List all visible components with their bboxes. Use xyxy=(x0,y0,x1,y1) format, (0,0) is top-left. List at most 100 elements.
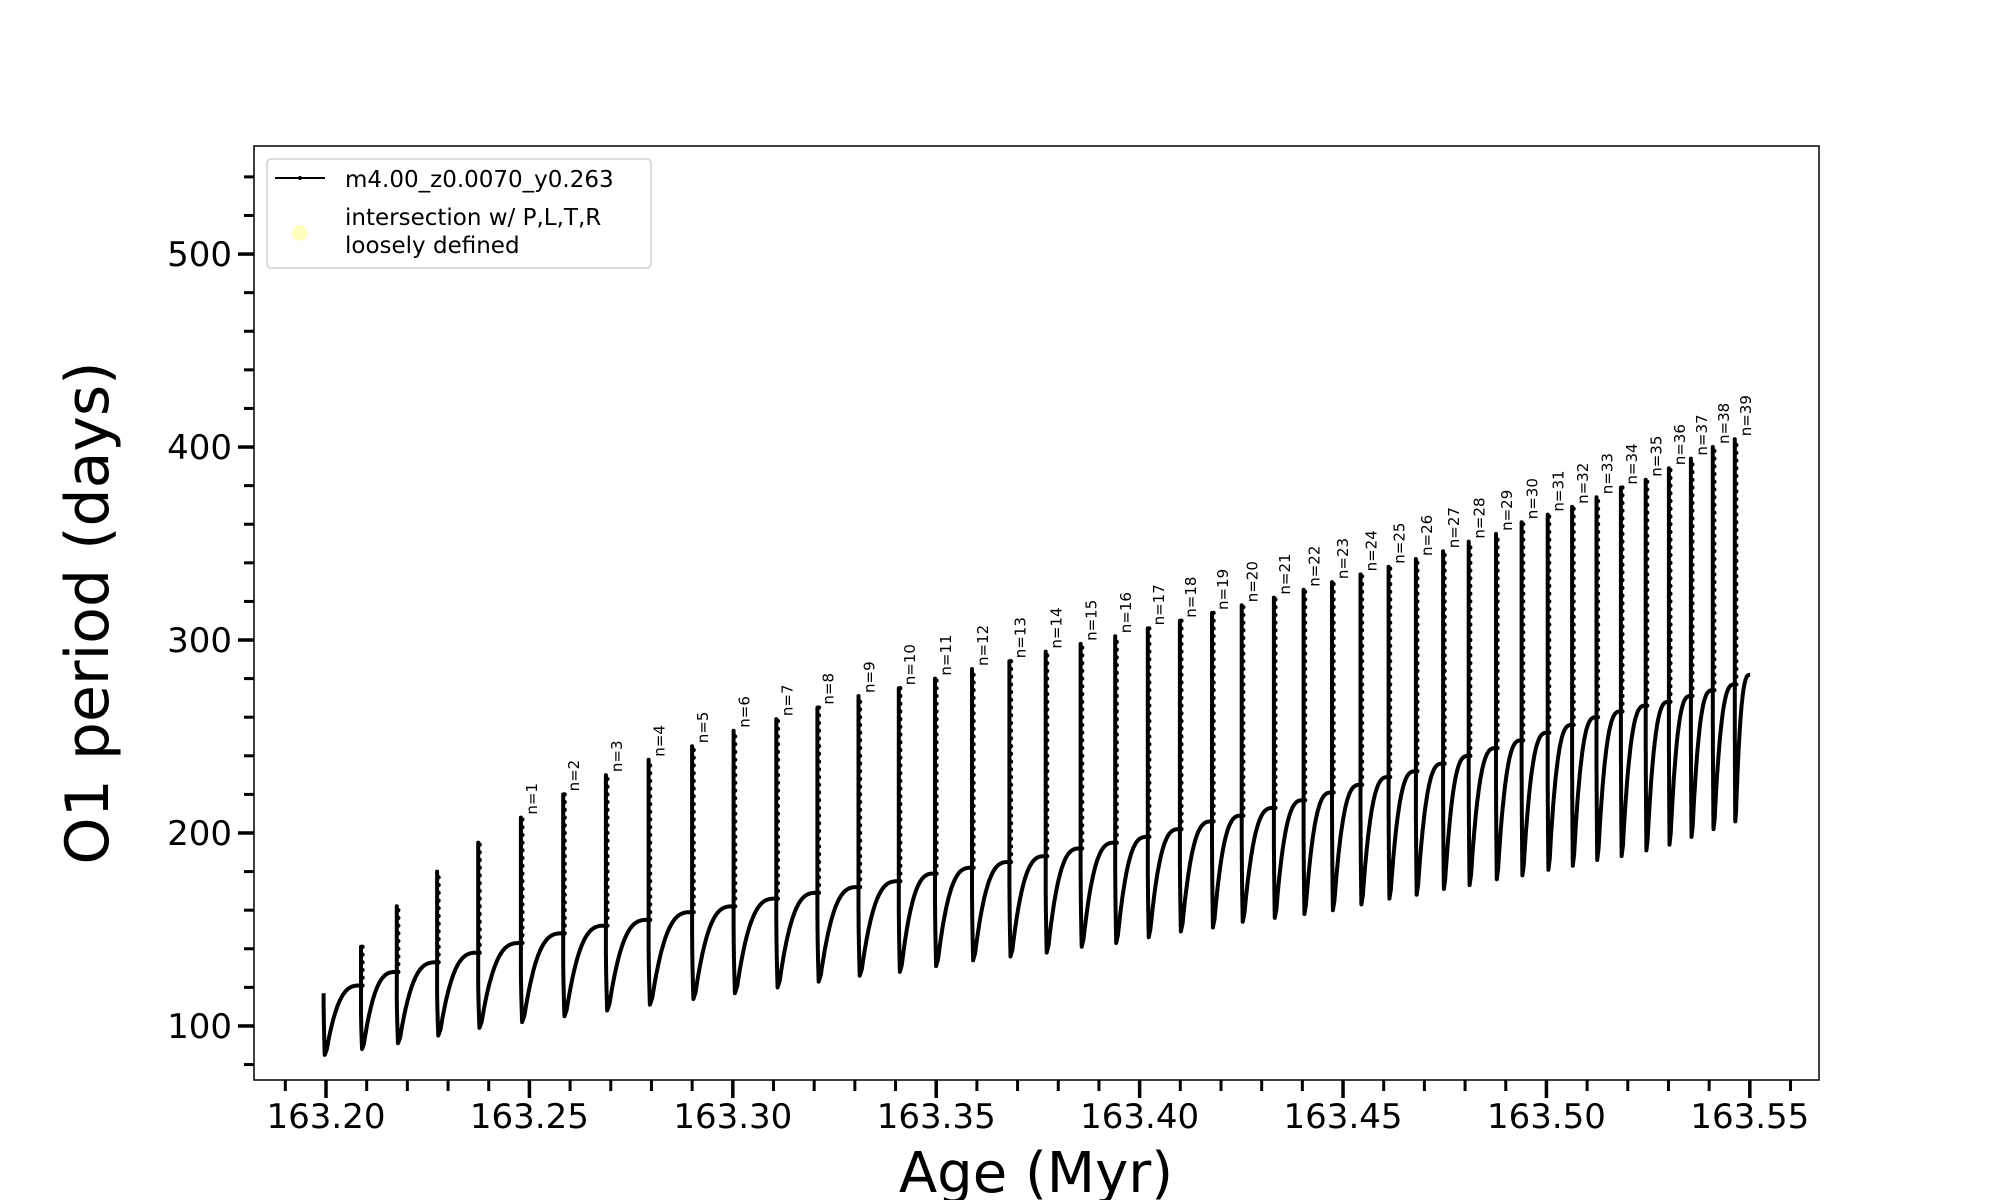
data-point xyxy=(1520,606,1526,612)
data-point xyxy=(934,840,939,845)
data-point xyxy=(1644,657,1650,662)
data-point xyxy=(857,784,863,789)
data-point xyxy=(1008,859,1014,865)
data-point xyxy=(1079,722,1085,728)
data-point xyxy=(1211,811,1216,816)
data-point xyxy=(1520,568,1526,573)
pulse-label: n=16 xyxy=(1117,592,1135,633)
data-point xyxy=(562,807,567,813)
data-point xyxy=(898,817,903,822)
data-point xyxy=(775,850,781,855)
data-point xyxy=(775,857,781,863)
data-point xyxy=(816,743,822,749)
data-point xyxy=(1114,701,1119,706)
data-point xyxy=(1273,597,1278,602)
data-point xyxy=(971,726,976,731)
data-point xyxy=(1546,606,1552,612)
data-point xyxy=(1571,637,1576,643)
data-point xyxy=(520,871,525,876)
data-point xyxy=(1620,539,1625,544)
data-point xyxy=(1008,836,1014,841)
data-point xyxy=(1331,713,1336,718)
data-point xyxy=(1359,682,1365,687)
data-point xyxy=(775,796,781,801)
data-point xyxy=(647,863,653,868)
data-point xyxy=(1179,811,1184,816)
data-point xyxy=(1008,782,1014,787)
data-point xyxy=(1331,774,1336,780)
data-point xyxy=(1668,514,1673,519)
data-point xyxy=(1668,691,1673,697)
data-point xyxy=(857,807,863,813)
data-point xyxy=(1644,587,1650,593)
data-point xyxy=(1331,743,1336,749)
data-point xyxy=(1620,508,1625,513)
data-point xyxy=(816,890,822,896)
data-point xyxy=(1179,772,1184,778)
data-point xyxy=(1546,637,1552,643)
data-point xyxy=(898,716,903,722)
data-point xyxy=(1668,467,1673,473)
pulse-label: n=21 xyxy=(1276,553,1294,594)
data-point xyxy=(775,888,781,894)
data-point xyxy=(1415,676,1420,681)
data-point xyxy=(1620,701,1625,706)
data-point xyxy=(1734,450,1739,456)
data-point xyxy=(1644,641,1650,647)
data-point xyxy=(1415,599,1420,604)
data-point xyxy=(1690,670,1695,676)
data-point xyxy=(477,942,482,948)
data-point xyxy=(1595,522,1601,527)
data-point xyxy=(477,950,482,955)
data-point xyxy=(562,846,567,851)
data-point xyxy=(1273,628,1278,633)
data-point xyxy=(1008,767,1014,772)
data-point xyxy=(1302,697,1308,703)
data-point xyxy=(1712,641,1717,647)
data-point xyxy=(691,832,696,838)
data-point xyxy=(1331,651,1336,656)
data-point xyxy=(1595,699,1601,704)
data-point xyxy=(971,803,976,809)
data-point xyxy=(605,884,610,890)
data-point xyxy=(1495,599,1500,604)
data-point xyxy=(1546,537,1552,542)
data-point xyxy=(562,915,567,921)
data-point xyxy=(857,838,863,843)
data-point xyxy=(562,815,567,820)
data-point xyxy=(1712,502,1717,508)
data-point xyxy=(1495,622,1500,627)
x-tick-label: 163.45 xyxy=(1284,1097,1403,1137)
data-point xyxy=(1520,583,1526,589)
data-point xyxy=(857,853,863,859)
data-point xyxy=(1644,633,1650,639)
data-point xyxy=(1302,659,1308,664)
data-point xyxy=(1668,630,1673,635)
data-point xyxy=(816,736,822,741)
data-point xyxy=(1546,568,1552,573)
data-point xyxy=(1302,689,1308,695)
data-point xyxy=(898,724,903,730)
data-point xyxy=(1620,624,1625,629)
data-point xyxy=(1668,491,1673,496)
data-point xyxy=(1468,568,1473,573)
data-point xyxy=(1273,689,1278,695)
data-point xyxy=(1571,684,1576,689)
data-point xyxy=(1114,755,1119,760)
data-point xyxy=(1595,622,1601,627)
data-point xyxy=(1442,630,1447,635)
data-point xyxy=(1571,599,1576,604)
data-point xyxy=(1595,676,1601,681)
data-point xyxy=(1241,674,1246,679)
data-point xyxy=(1734,489,1739,494)
data-point xyxy=(1495,568,1500,573)
data-point xyxy=(562,869,567,874)
data-point xyxy=(1571,676,1576,681)
data-point xyxy=(898,848,903,853)
pulse-label: n=25 xyxy=(1391,523,1409,564)
data-point xyxy=(691,879,696,884)
data-point xyxy=(1690,500,1695,506)
data-point xyxy=(1241,697,1246,703)
data-point xyxy=(1415,645,1420,650)
data-point xyxy=(1359,581,1365,587)
